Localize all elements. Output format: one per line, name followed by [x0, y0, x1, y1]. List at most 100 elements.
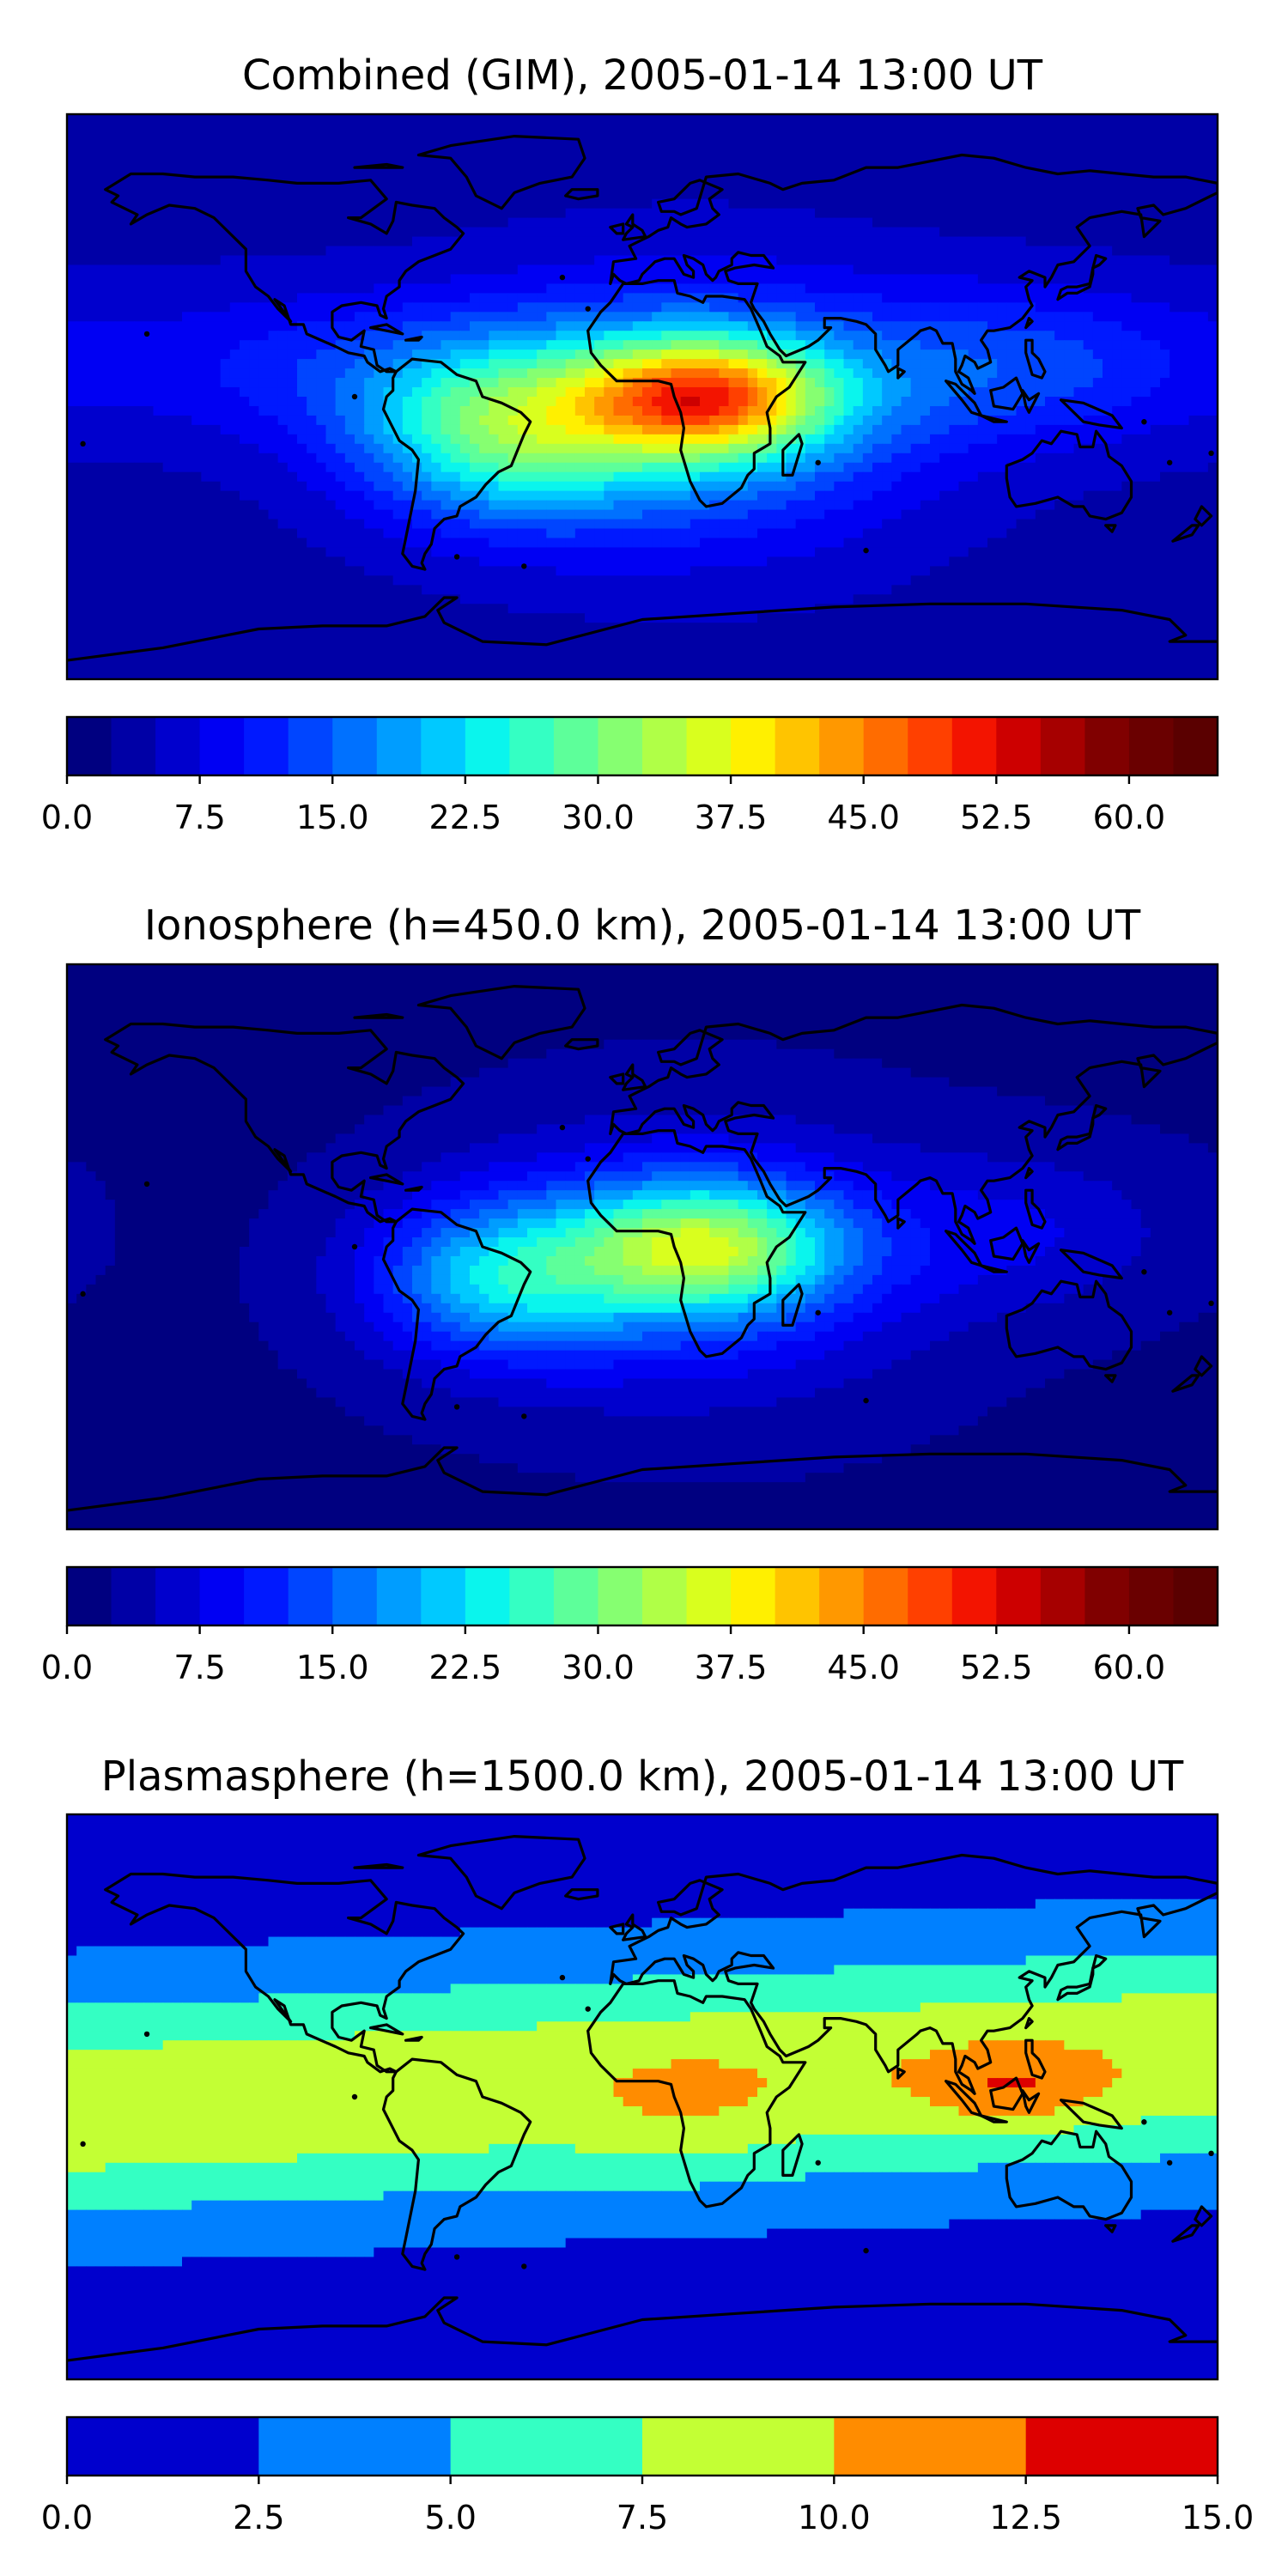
- heat-cell: [1025, 123, 1036, 134]
- heat-cell: [594, 208, 605, 219]
- heat-cell: [977, 283, 988, 294]
- heat-cell: [450, 443, 461, 454]
- heat-cell: [517, 397, 528, 407]
- heat-cell: [1150, 302, 1161, 313]
- heat-cell: [125, 264, 135, 276]
- heat-cell: [507, 114, 519, 125]
- heat-cell: [325, 189, 337, 200]
- heat-cell: [277, 198, 289, 210]
- heat-cell: [565, 434, 576, 445]
- heat-cell: [709, 321, 720, 331]
- heat-cell: [287, 302, 298, 313]
- heat-cell: [489, 312, 500, 322]
- heat-cell: [939, 264, 950, 276]
- heat-cell: [824, 142, 835, 153]
- heat-cell: [143, 151, 155, 162]
- heat-cell: [776, 179, 787, 191]
- heat-cell: [747, 481, 758, 492]
- heat-cell: [891, 387, 902, 398]
- heat-cell: [1112, 283, 1122, 294]
- heat-cell: [210, 198, 222, 210]
- heat-cell: [853, 453, 864, 464]
- heat-cell: [240, 424, 250, 435]
- heat-cell: [440, 424, 452, 435]
- heat-cell: [1170, 424, 1180, 435]
- heat-cell: [574, 378, 586, 388]
- heat-cell: [767, 349, 777, 360]
- heat-cell: [220, 424, 231, 435]
- heat-cell: [623, 170, 634, 181]
- heat-cell: [201, 490, 212, 501]
- heat-cell: [344, 179, 355, 191]
- heat-cell: [1045, 453, 1055, 464]
- heat-cell: [191, 368, 202, 379]
- heat-cell: [632, 123, 643, 134]
- heat-cell: [344, 274, 355, 284]
- heat-cell: [949, 397, 960, 407]
- heat-cell: [431, 359, 442, 369]
- heat-cell: [690, 142, 701, 153]
- heat-cell: [325, 217, 337, 228]
- heat-cell: [422, 208, 432, 219]
- heat-cell: [565, 302, 576, 313]
- heat-cell: [671, 378, 682, 388]
- heat-cell: [652, 453, 662, 464]
- heat-cell: [805, 189, 816, 200]
- heat-cell: [671, 471, 682, 483]
- heat-cell: [767, 198, 777, 210]
- heat-cell: [1064, 302, 1075, 313]
- heat-cell: [632, 387, 643, 398]
- heat-cell: [997, 387, 1007, 398]
- heat-cell: [1121, 368, 1133, 379]
- heat-cell: [1198, 264, 1209, 276]
- heat-cell: [997, 471, 1007, 483]
- heat-cell: [949, 481, 960, 492]
- heat-cell: [680, 378, 691, 388]
- heat-cell: [517, 179, 528, 191]
- heat-cell: [210, 405, 222, 416]
- heat-cell: [968, 161, 979, 172]
- heat-cell: [1025, 387, 1036, 398]
- heat-cell: [642, 179, 653, 191]
- heat-cell: [949, 443, 960, 454]
- heat-cell: [977, 462, 988, 473]
- heat-cell: [95, 283, 106, 294]
- heat-cell: [853, 264, 864, 276]
- heat-cell: [585, 283, 595, 294]
- heat-cell: [642, 132, 653, 143]
- heat-cell: [690, 227, 701, 238]
- heat-cell: [1035, 283, 1046, 294]
- heat-cell: [76, 123, 87, 134]
- heat-cell: [335, 397, 346, 407]
- heat-cell: [1045, 217, 1055, 228]
- heat-cell: [853, 123, 864, 134]
- heat-cell: [997, 198, 1007, 210]
- heat-cell: [86, 227, 97, 238]
- heat-cell: [690, 387, 701, 398]
- heat-cell: [537, 500, 547, 511]
- heat-cell: [805, 424, 816, 435]
- heat-cell: [143, 312, 155, 322]
- heat-cell: [507, 490, 519, 501]
- heat-cell: [201, 415, 212, 426]
- heat-cell: [537, 462, 547, 473]
- heat-cell: [805, 434, 816, 445]
- heat-cell: [507, 443, 519, 454]
- heat-cell: [805, 246, 816, 257]
- heat-cell: [661, 387, 672, 398]
- heat-cell: [191, 481, 202, 492]
- heat-cell: [872, 151, 883, 162]
- heat-cell: [537, 378, 547, 388]
- heat-cell: [891, 331, 902, 341]
- heat-cell: [125, 123, 135, 134]
- heat-cell: [325, 331, 337, 341]
- heat-cell: [249, 415, 259, 426]
- heat-cell: [268, 368, 279, 379]
- heat-cell: [604, 123, 615, 134]
- heat-cell: [939, 302, 950, 313]
- heat-cell: [364, 264, 374, 276]
- heat-cell: [297, 321, 307, 331]
- heat-cell: [920, 434, 931, 445]
- heat-cell: [422, 415, 432, 426]
- heat-cell: [968, 170, 979, 181]
